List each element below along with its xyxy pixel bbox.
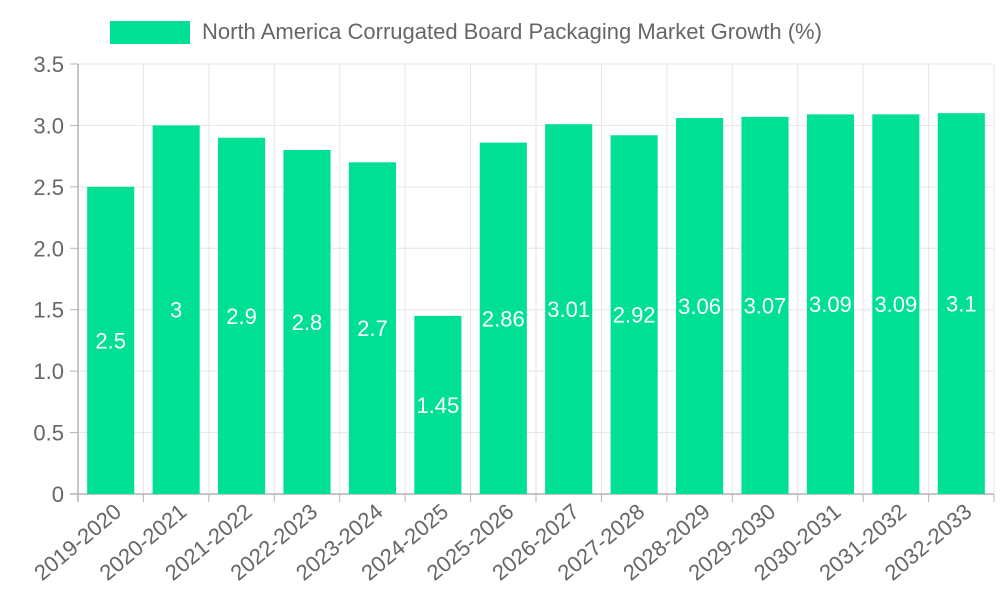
y-axis-ticks: 0 0.5 1.0 1.5 2.0 2.5 3.0 3.5: [33, 52, 78, 507]
bar-series: [87, 113, 985, 495]
data-label: 3.1: [946, 292, 977, 317]
grid-lines: [77, 63, 995, 495]
data-label: 2.86: [482, 306, 525, 331]
bar-2021-2022[interactable]: [218, 137, 266, 494]
y-tick-label: 2.0: [33, 236, 64, 261]
bar-2030-2031[interactable]: [806, 114, 854, 494]
bar-2025-2026[interactable]: [479, 142, 527, 494]
y-tick-label: 2.5: [33, 175, 64, 200]
data-label: 3.01: [547, 297, 590, 322]
legend-swatch[interactable]: [110, 21, 190, 44]
data-labels: 2.5 3 2.9 2.8 2.7 1.45 2.86 3.01 2.92 3.06 3.07 3.0…: [95, 292, 976, 418]
data-label: 1.45: [416, 393, 459, 418]
data-label: 2.7: [357, 316, 388, 341]
bar-2029-2030[interactable]: [741, 116, 789, 494]
bar-2024-2025[interactable]: [414, 315, 462, 494]
data-label: 3.06: [678, 294, 721, 319]
legend-label[interactable]: North America Corrugated Board Packaging…: [202, 19, 822, 44]
data-label: 2.5: [95, 328, 126, 353]
data-label: 3.09: [874, 292, 917, 317]
data-label: 2.92: [613, 303, 656, 328]
bar-2031-2032[interactable]: [872, 114, 920, 494]
bar-2022-2023[interactable]: [283, 150, 331, 494]
y-tick-label: 1.0: [33, 359, 64, 384]
bar-2028-2029[interactable]: [676, 118, 724, 495]
bar-2032-2033[interactable]: [937, 113, 985, 495]
data-label: 3: [170, 298, 182, 323]
bar-2019-2020[interactable]: [87, 186, 135, 494]
bar-2020-2021[interactable]: [152, 125, 200, 494]
y-tick-label: 3.5: [33, 52, 64, 77]
y-tick-label: 1.5: [33, 298, 64, 323]
y-tick-label: 0: [52, 482, 64, 507]
x-axis-ticks: 2019-20202020-20212021-20222022-20232023…: [29, 494, 995, 585]
data-label: 3.09: [809, 292, 852, 317]
y-tick-label: 3.0: [33, 113, 64, 138]
y-tick-label: 0.5: [33, 421, 64, 446]
data-label: 2.9: [226, 304, 257, 329]
data-label: 2.8: [292, 310, 323, 335]
bar-2027-2028[interactable]: [610, 135, 658, 494]
legend[interactable]: North America Corrugated Board Packaging…: [110, 19, 822, 44]
bar-2026-2027[interactable]: [545, 124, 593, 494]
data-label: 3.07: [744, 293, 787, 318]
bar-2023-2024[interactable]: [348, 162, 396, 495]
